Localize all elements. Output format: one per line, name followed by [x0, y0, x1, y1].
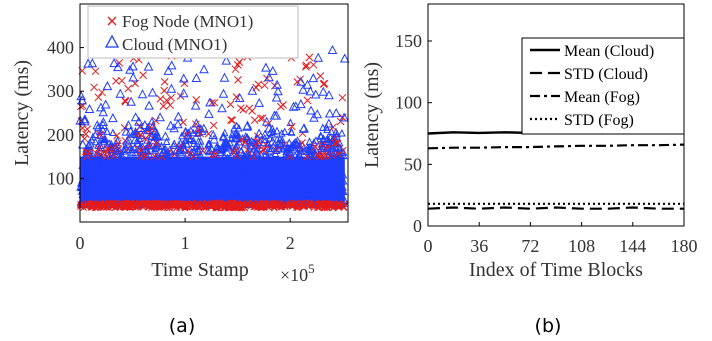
- y-tick-label-b: 50: [404, 154, 422, 174]
- y-axis-label-b: Latency (ms): [361, 62, 383, 168]
- x-tick-label-b: 0: [424, 236, 433, 256]
- legend-label-b: STD (Cloud): [564, 66, 648, 83]
- panel-a: 100 200 300 400 0 1 2 Latency (ms) Time Stamp…: [11, 3, 350, 337]
- x-tick-label-a: 2: [286, 233, 295, 253]
- x-exponent-power: 5: [308, 261, 315, 276]
- x-exponent-base: ×10: [280, 265, 308, 285]
- x-ticks-b: 0 36 72 108 144 180: [424, 222, 698, 256]
- legend-label-cloud: Cloud (MNO1): [122, 35, 227, 54]
- series-line-3: [427, 143, 685, 150]
- legend-marker-fog: [107, 16, 117, 26]
- y-tick-label-a: 200: [47, 125, 74, 145]
- x-tick-label-a: 0: [76, 233, 85, 253]
- y-ticks-a: 100 200 300 400: [47, 38, 84, 188]
- x-tick-label-b: 108: [568, 236, 595, 256]
- panel-b: 0 50 100 150 0 36 72 108 144 180 Latency (ms) In…: [361, 3, 698, 337]
- legend-box-b: [521, 37, 685, 135]
- legend-b: Mean (Cloud) STD (Cloud) Mean (Fog) STD (Fo…: [521, 37, 685, 135]
- legend-label-b: STD (Fog): [564, 112, 634, 129]
- legend-a: Fog Node (MNO1) Cloud (MNO1): [87, 5, 299, 59]
- legend-label-fog: Fog Node (MNO1): [122, 12, 253, 31]
- legend-label-b: Mean (Fog): [564, 89, 640, 106]
- y-axis-label-a: Latency (ms): [11, 60, 33, 166]
- fog-markers-base: [77, 199, 348, 212]
- y-tick-label-b: 100: [395, 93, 422, 113]
- x-ticks-a: 0 1 2: [76, 218, 295, 253]
- axes-box-a: [79, 3, 349, 223]
- x-exponent-a: ×105: [280, 261, 315, 285]
- panel-label-a: (a): [169, 315, 195, 337]
- y-tick-label-a: 100: [47, 168, 74, 188]
- scatter-points: [75, 43, 350, 212]
- series-line-2: [427, 206, 684, 210]
- cloud-markers-outliers: [75, 44, 350, 157]
- x-tick-label-b: 36: [470, 236, 488, 256]
- x-tick-label-b: 144: [619, 236, 646, 256]
- y-tick-label-b: 0: [413, 216, 422, 236]
- y-tick-label-b: 150: [395, 31, 422, 51]
- x-axis-label-b: Index of Time Blocks: [469, 259, 643, 281]
- legend-box-a: [87, 5, 299, 59]
- x-axis-label-a: Time Stamp: [151, 259, 249, 281]
- y-tick-label-a: 300: [47, 81, 74, 101]
- x-tick-label-a: 1: [181, 233, 190, 253]
- panel-label-b: (b): [535, 315, 562, 337]
- y-tick-label-a: 400: [47, 38, 74, 58]
- x-tick-label-b: 72: [521, 236, 539, 256]
- legend-label-b: Mean (Cloud): [564, 43, 654, 60]
- x-tick-label-b: 180: [671, 236, 698, 256]
- legend-entries-b: Mean (Cloud) STD (Cloud) Mean (Fog) STD (Fo…: [530, 43, 654, 129]
- legend-marker-cloud: [104, 34, 120, 48]
- y-ticks-b: 0 50 100 150: [395, 31, 432, 236]
- series-lines-b: [427, 131, 685, 210]
